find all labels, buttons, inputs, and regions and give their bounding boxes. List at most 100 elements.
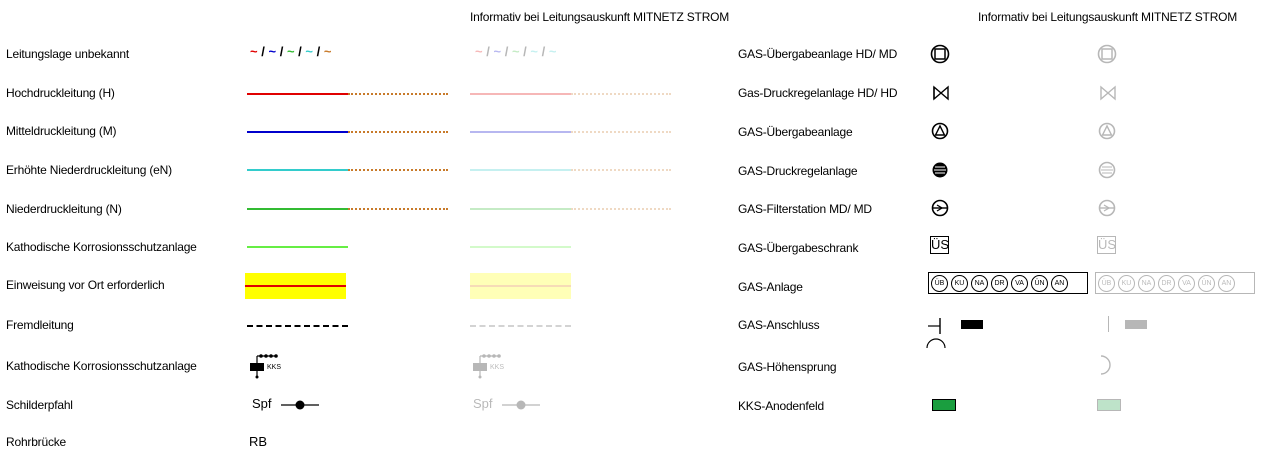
label-gas-uebergabeschrank: GAS-Übergabeschrank: [738, 241, 859, 255]
anodenfeld-icon: [932, 399, 956, 411]
erhoehte-nd-dotted: [348, 169, 448, 171]
kks-text: KKS: [267, 364, 282, 371]
code-va: VA: [1011, 275, 1028, 292]
druckregelanlage-icon: [932, 162, 948, 178]
sep: /: [316, 44, 321, 59]
tilde-green: ~: [511, 44, 520, 59]
label-leitungslage-unbekannt: Leitungslage unbekannt: [6, 47, 130, 61]
niederdruck-dotted-faint: [571, 208, 671, 210]
uebergabeanlage-hd-md-icon: [930, 44, 950, 64]
code-ku: KU: [1118, 275, 1135, 292]
label-schilderpfahl: Schilderpfahl: [6, 398, 73, 412]
hochdruck-line-faint: [470, 93, 571, 95]
label-gas-filterstation: GAS-Filterstation MD/ MD: [738, 202, 872, 216]
erhoehte-nd-dotted-faint: [571, 169, 671, 171]
label-gas-anschluss: GAS-Anschluss: [738, 318, 820, 332]
mitteldruck-dotted: [348, 131, 448, 133]
label-gas-uebergabeanlage: GAS-Übergabeanlage: [738, 125, 853, 139]
schilderpfahl-icon: [281, 400, 319, 410]
einweisung-line-faint: [470, 285, 571, 287]
informative-header-left: Informativ bei Leitungsauskunft MITNETZ …: [470, 10, 730, 24]
code-ku: KU: [951, 275, 968, 292]
label-hochdruckleitung: Hochdruckleitung (H): [6, 86, 115, 100]
gas-anschluss-block-faint: [1125, 320, 1147, 329]
code-na: NA: [1138, 275, 1155, 292]
filterstation-icon: [931, 199, 949, 217]
niederdruck-dotted: [348, 208, 448, 210]
label-einweisung: Einweisung vor Ort erforderlich: [6, 278, 165, 292]
hoehensprung-icon-faint: [1100, 355, 1111, 375]
code-ueb: ÜB: [931, 275, 948, 292]
niederdruck-line: [247, 208, 348, 210]
kks-anlage-icon: [250, 354, 278, 379]
sep: /: [486, 44, 490, 59]
code-ueb: ÜB: [1098, 275, 1115, 292]
tilde-cyan: ~: [530, 44, 538, 59]
fremdleitung-dashed: [247, 325, 348, 327]
code-uen: ÜN: [1198, 275, 1215, 292]
label-gas-druckregelanlage-hd-hd: Gas-Druckregelanlage HD/ HD: [738, 86, 898, 100]
fremdleitung-dashed-faint: [470, 325, 571, 327]
filterstation-icon-faint: [1098, 199, 1116, 217]
mitteldruck-line-faint: [470, 131, 571, 133]
tilde-red: ~: [475, 44, 483, 59]
niederdruck-line-faint: [470, 208, 571, 210]
kks-line-faint: [470, 246, 571, 248]
erhoehte-nd-line-faint: [470, 169, 571, 171]
uebergabeanlage-icon: [931, 122, 949, 140]
label-kks-anodenfeld: KKS-Anodenfeld: [738, 399, 824, 413]
sep: /: [279, 44, 284, 59]
code-dr: DR: [991, 275, 1008, 292]
uebergabeschrank-icon-faint: ÜS: [1097, 236, 1117, 254]
code-dr: DR: [1158, 275, 1175, 292]
gas-anlage-codes-faint: ÜB KU NA DR VA ÜN AN: [1098, 275, 1235, 292]
code-na: NA: [971, 275, 988, 292]
label-kks-anlage-2: Kathodische Korrosionsschutzanlage: [6, 359, 197, 373]
druckregelanlage-icon-faint: [1098, 161, 1116, 179]
gas-anschluss-icon: [926, 318, 946, 349]
sep: /: [541, 44, 546, 59]
label-gas-uebergabeanlage-hd-md: GAS-Übergabeanlage HD/ MD: [738, 47, 898, 61]
sep: /: [261, 44, 265, 59]
mitteldruck-line: [247, 131, 348, 133]
kks-text-faint: KKS: [490, 364, 505, 371]
einweisung-line: [245, 285, 346, 287]
gas-anschluss-block: [961, 320, 983, 329]
sep: /: [523, 44, 527, 59]
gas-anlage-codes: ÜB KU NA DR VA ÜN AN: [931, 275, 1068, 292]
code-uen: ÜN: [1031, 275, 1048, 292]
code-an: AN: [1051, 275, 1068, 292]
hochdruck-dotted: [348, 93, 448, 95]
label-niederdruckleitung: Niederdruckleitung (N): [6, 202, 122, 216]
tilde-green: ~: [286, 44, 295, 59]
tilde-blue: ~: [268, 44, 277, 59]
code-va: VA: [1178, 275, 1195, 292]
einweisung-highlight-faint: [470, 273, 571, 299]
spf-text-faint: Spf: [473, 396, 493, 411]
erhoehte-nd-line: [247, 169, 348, 171]
label-fremdleitung: Fremdleitung: [6, 318, 74, 332]
label-erhoehte-niederdruckleitung: Erhöhte Niederdruckleitung (eN): [6, 163, 172, 177]
label-gas-anlage: GAS-Anlage: [738, 280, 803, 294]
anodenfeld-icon-faint: [1097, 399, 1121, 411]
kks-line: [247, 246, 348, 248]
sep: /: [504, 44, 509, 59]
tilde-red: ~: [250, 44, 258, 59]
spf-text: Spf: [252, 396, 272, 411]
label-rohrbruecke: Rohrbrücke: [6, 435, 67, 449]
rb-text: RB: [249, 434, 268, 449]
druckregelanlage-hd-hd-icon: [933, 85, 949, 101]
unknown-position-symbol: ~ / ~ / ~ / ~ / ~: [250, 44, 331, 59]
informative-header-right: Informativ bei Leitungsauskunft MITNETZ …: [978, 10, 1238, 24]
uebergabeschrank-icon: ÜS: [930, 236, 950, 254]
schilderpfahl-icon-faint: [502, 400, 540, 410]
tilde-blue: ~: [493, 44, 502, 59]
label-gas-hoehensprung: GAS-Höhensprung: [738, 360, 837, 374]
gas-anlage-icon-faint: [1095, 272, 1255, 294]
hochdruck-line: [247, 93, 348, 95]
code-an: AN: [1218, 275, 1235, 292]
tilde-cyan: ~: [305, 44, 313, 59]
gas-anschluss-icon-faint: [1108, 316, 1110, 332]
label-kks-anlage-1: Kathodische Korrosionsschutzanlage: [6, 240, 197, 254]
unknown-position-symbol-faint: ~ / ~ / ~ / ~ / ~: [475, 44, 556, 59]
